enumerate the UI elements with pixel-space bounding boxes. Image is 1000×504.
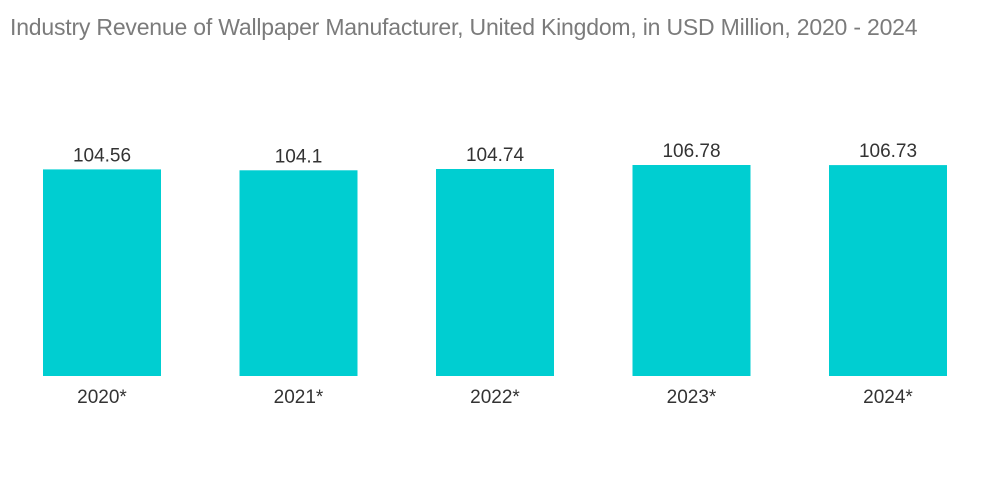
bar-2022 [436, 169, 554, 376]
chart-title: Industry Revenue of Wallpaper Manufactur… [10, 14, 918, 40]
x-tick-label-2024: 2024* [863, 387, 913, 408]
x-tick-label-2023: 2023* [667, 387, 717, 408]
data-label-2020: 104.56 [73, 145, 131, 166]
bar-2020 [43, 169, 161, 376]
data-label-2022: 104.74 [466, 145, 525, 166]
x-tick-label-2020: 2020* [77, 387, 127, 408]
data-label-2023: 106.78 [662, 141, 720, 162]
data-label-2024: 106.73 [859, 141, 917, 162]
data-label-2021: 104.1 [275, 146, 323, 167]
x-tick-label-2022: 2022* [470, 387, 520, 408]
x-tick-label-2021: 2021* [274, 387, 324, 408]
bar-2021 [239, 170, 358, 376]
bar-2023 [632, 165, 751, 376]
bar-2024 [829, 165, 947, 376]
